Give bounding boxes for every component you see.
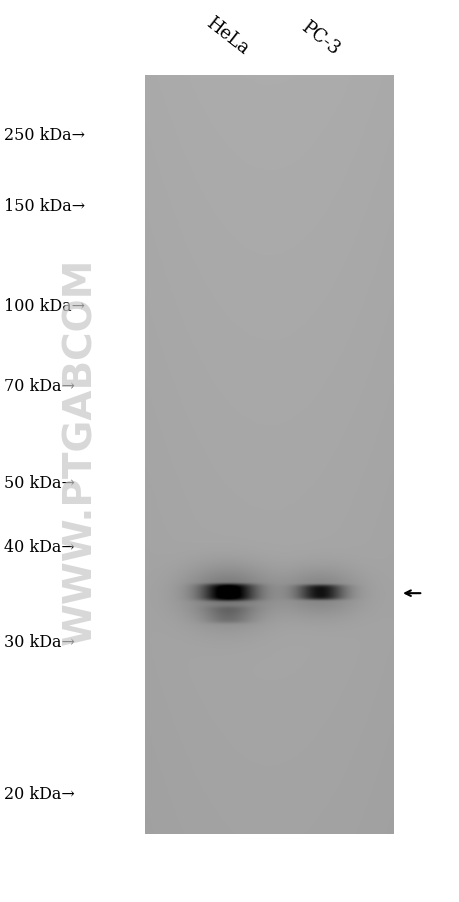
Text: HeLa: HeLa	[202, 14, 252, 59]
Text: 250 kDa→: 250 kDa→	[4, 127, 84, 143]
Text: 50 kDa→: 50 kDa→	[4, 474, 74, 491]
Text: 40 kDa→: 40 kDa→	[4, 538, 74, 555]
Text: PC-3: PC-3	[297, 18, 341, 59]
Text: WWW.PTGABCOM: WWW.PTGABCOM	[62, 258, 99, 644]
Text: 70 kDa→: 70 kDa→	[4, 378, 74, 394]
Text: 30 kDa→: 30 kDa→	[4, 634, 74, 650]
Text: 100 kDa→: 100 kDa→	[4, 298, 84, 314]
Text: 150 kDa→: 150 kDa→	[4, 198, 84, 215]
Text: 20 kDa→: 20 kDa→	[4, 786, 74, 802]
